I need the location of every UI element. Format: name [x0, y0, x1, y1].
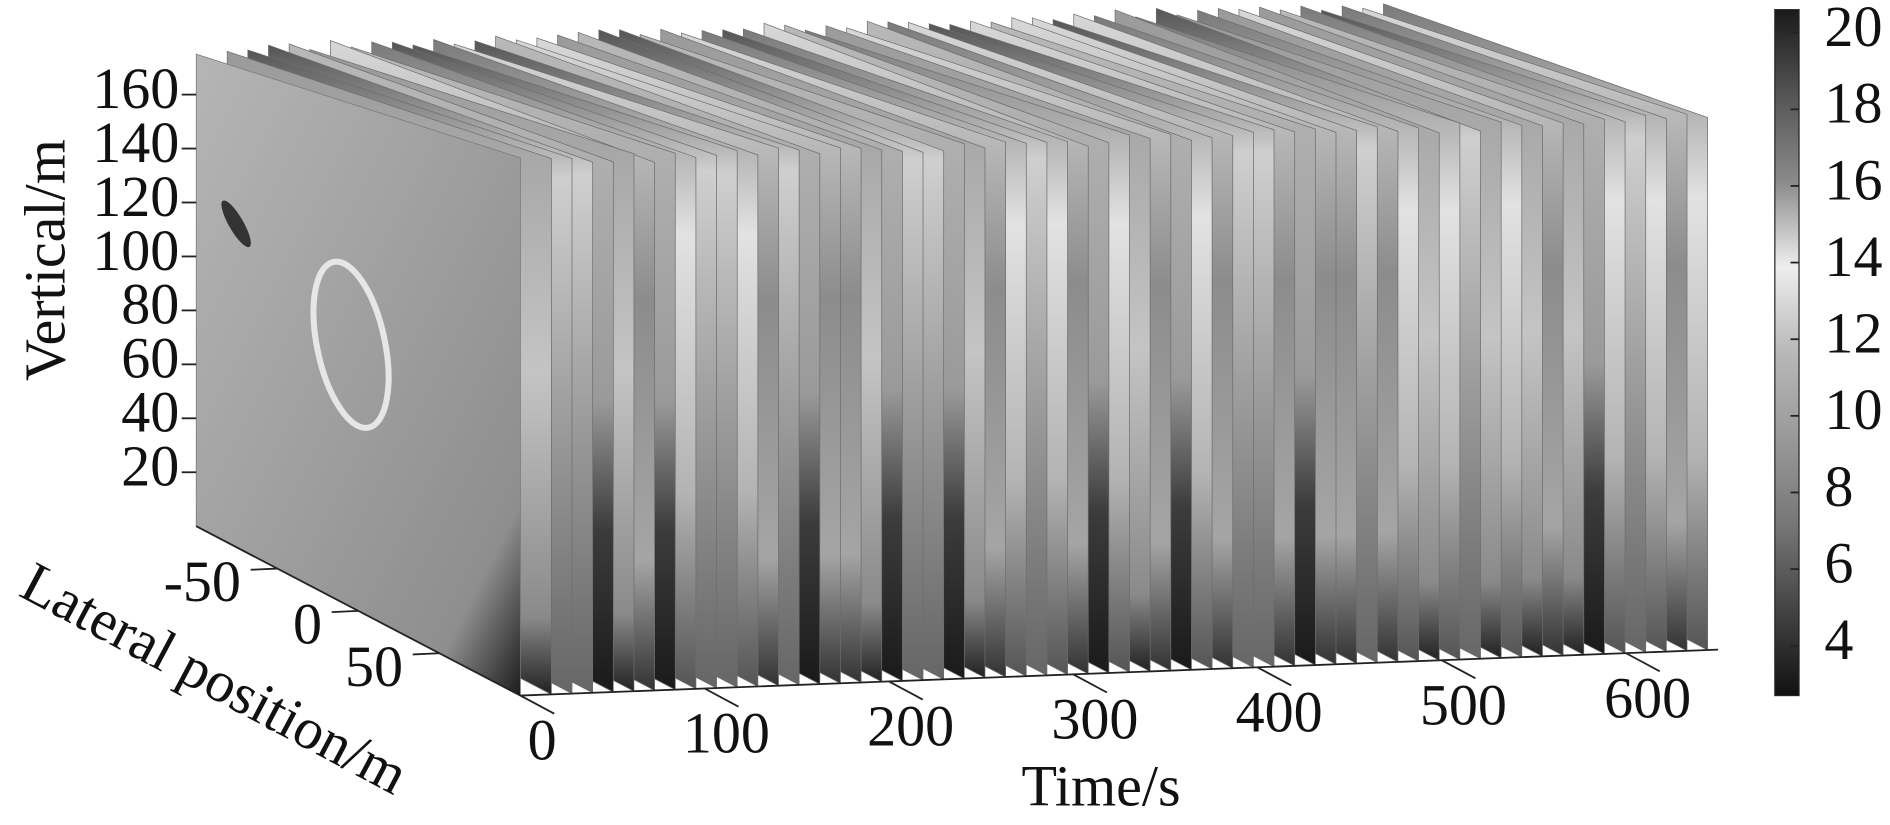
z-tick-label: 120: [92, 164, 179, 229]
x-tick: [888, 680, 924, 701]
z-tick-label: 60: [121, 326, 179, 391]
colorbar-tick-label: 14: [1824, 224, 1882, 289]
colorbar-tick-label: 16: [1824, 147, 1882, 212]
x-tick-label: 600: [1604, 665, 1691, 730]
left-face-feature: [221, 200, 251, 248]
x-tick: [519, 694, 555, 715]
x-tick-label: 500: [1420, 672, 1507, 737]
x-tick-label: 100: [683, 701, 770, 766]
y-tick-label: 0: [293, 592, 322, 657]
y-tick-label: -50: [164, 549, 241, 614]
colorbar-tick-label: 10: [1824, 377, 1882, 442]
colorbar-tick-label: 8: [1824, 454, 1853, 519]
x-tick-label: 0: [528, 708, 557, 773]
x-tick: [1256, 666, 1292, 687]
z-tick-label: 160: [92, 56, 179, 121]
colorbar-tick-label: 4: [1824, 607, 1853, 672]
colorbar-tick-label: 12: [1824, 301, 1882, 366]
x-tick-label: 300: [1051, 686, 1138, 751]
z-axis-label: Vertical/m: [12, 139, 77, 381]
y-tick: [412, 652, 440, 656]
colorbar: [1774, 9, 1800, 697]
colorbar-tick-label: 20: [1824, 0, 1882, 59]
x-tick: [1441, 659, 1476, 680]
x-tick-label: 400: [1236, 679, 1323, 744]
x-tick: [1625, 652, 1661, 673]
y-tick: [250, 567, 278, 571]
colorbar-tick-label: 18: [1824, 71, 1882, 136]
x-tick: [1072, 673, 1108, 694]
left-face-feature: [310, 258, 392, 431]
z-tick-label: 100: [92, 218, 179, 283]
x-tick: [704, 687, 739, 708]
x-tick-label: 200: [867, 694, 954, 759]
z-tick-label: 20: [121, 434, 179, 499]
y-tick: [331, 609, 359, 614]
axis-line: [520, 648, 1719, 697]
left-face: [195, 53, 521, 697]
z-tick-label: 80: [121, 272, 179, 337]
x-axis-label: Time/s: [1021, 754, 1180, 819]
z-tick-label: 140: [92, 110, 179, 175]
colorbar-tick-label: 6: [1824, 530, 1853, 595]
slices: [195, 3, 1709, 697]
y-tick-label: 50: [345, 634, 403, 699]
z-tick-label: 40: [121, 380, 179, 445]
